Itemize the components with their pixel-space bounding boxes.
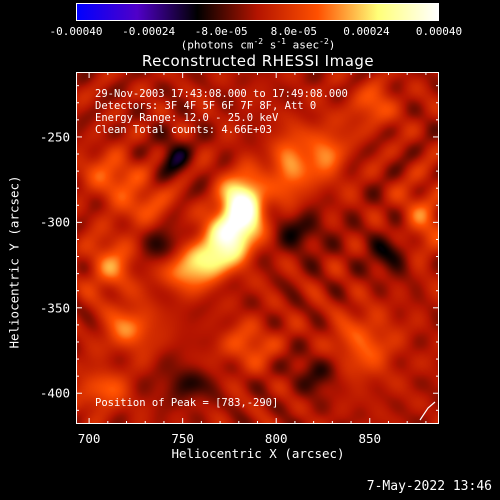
x-tick-label: 800 — [264, 431, 288, 446]
y-tick-label: -300 — [39, 214, 70, 230]
colorbar-tick-label: 8.0e-05 — [270, 25, 317, 38]
colorbar-tick-label: -8.0e-05 — [194, 25, 248, 38]
y-tick-label: -350 — [39, 300, 70, 316]
footer-timestamp: 7-May-2022 13:46 — [366, 479, 492, 494]
axis-ticks — [76, 72, 439, 424]
info-line-clean: Clean Total counts: 4.66E+03 — [95, 124, 273, 136]
x-tick-label: 700 — [77, 431, 101, 446]
info-line-detectors: Detectors: 3F 4F 5F 6F 7F 8F, Att 0 — [95, 100, 317, 112]
colorbar-tick-label: -0.00024 — [122, 25, 176, 38]
y-tick-label: -250 — [39, 129, 70, 145]
reconstructed-image-raster — [76, 72, 439, 424]
colorbar-tick-label: 0.00040 — [415, 25, 463, 38]
y-axis-title: Heliocentric Y (arcsec) — [6, 175, 22, 349]
x-axis-title: Heliocentric X (arcsec) — [171, 446, 345, 461]
colorbar — [76, 3, 439, 21]
info-line-energy: Energy Range: 12.0 - 25.0 keV — [95, 112, 279, 124]
chart-title: Reconstructed RHESSI Image — [141, 52, 375, 70]
colorbar-unit-label: (photons cm-2 s-1 asec-2) — [180, 37, 336, 52]
info-line-time: 29-Nov-2003 17:43:08.000 to 17:49:08.000 — [95, 88, 348, 100]
colorbar-tick-label: -0.00040 — [49, 25, 103, 38]
peak-position-label: Position of Peak = [783,-290] — [95, 397, 279, 409]
y-tick-label: -400 — [39, 385, 70, 401]
x-tick-label: 750 — [171, 431, 194, 446]
limb-arc — [419, 401, 436, 421]
x-tick-label: 850 — [358, 431, 382, 446]
colorbar-tick-label: 0.00024 — [343, 25, 390, 38]
